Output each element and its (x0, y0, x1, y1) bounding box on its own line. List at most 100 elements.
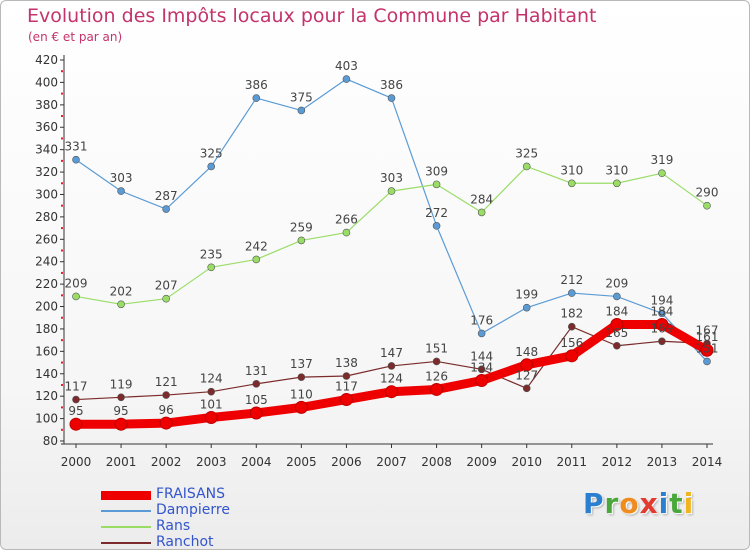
data-point (387, 94, 396, 102)
data-point (703, 201, 711, 210)
logo-letter: r (604, 487, 620, 520)
data-point (339, 393, 353, 407)
x-tick-label: 2004 (241, 455, 272, 469)
data-point (432, 180, 441, 189)
data-label: 290 (696, 186, 719, 200)
legend-item: FRAISANS (101, 486, 401, 503)
data-label: 386 (380, 78, 403, 92)
data-label: 110 (290, 387, 313, 401)
x-tick-label: 2002 (151, 455, 182, 469)
x-tick-label: 2009 (466, 455, 497, 469)
data-label: 124 (200, 372, 223, 386)
y-minor-tick (61, 294, 63, 297)
series-fraisans (69, 317, 714, 431)
legend-swatch (101, 526, 151, 528)
data-point (387, 187, 396, 195)
legend-item: Ranchot (101, 534, 401, 550)
data-point (610, 317, 624, 331)
data-point (117, 300, 125, 309)
data-point (294, 400, 308, 414)
data-label: 375 (290, 90, 313, 104)
data-point (69, 417, 83, 431)
data-point (162, 391, 170, 399)
data-label: 202 (110, 284, 133, 298)
x-tick-label: 2003 (196, 455, 227, 469)
data-label: 259 (290, 220, 313, 234)
data-label: 325 (200, 146, 223, 160)
legend-label: Ranchot (156, 534, 214, 550)
data-label: 184 (605, 304, 628, 318)
logo-letter: P (583, 487, 605, 520)
data-label: 309 (425, 164, 448, 178)
data-point (522, 303, 531, 312)
data-label: 212 (560, 273, 583, 287)
y-tick-label: 380 (35, 98, 58, 112)
data-point (522, 384, 531, 393)
data-point (658, 337, 666, 346)
y-tick-label: 320 (35, 165, 58, 179)
data-point (162, 205, 170, 213)
y-tick-label: 80 (43, 434, 58, 448)
data-label: 144 (470, 349, 493, 363)
data-point (207, 162, 216, 171)
data-label: 242 (245, 239, 268, 253)
data-label: 310 (560, 163, 583, 177)
x-tick-label: 2014 (692, 455, 723, 469)
data-label: 209 (65, 276, 88, 290)
data-label: 95 (113, 404, 128, 418)
data-point (432, 357, 441, 366)
data-point (249, 406, 263, 420)
legend-swatch (101, 510, 151, 512)
x-tick-label: 2005 (286, 455, 317, 469)
y-minor-tick (61, 249, 63, 252)
data-point (565, 349, 579, 363)
data-label: 182 (560, 307, 583, 321)
data-point (207, 387, 216, 396)
data-point (162, 294, 170, 303)
y-minor-tick (61, 137, 63, 140)
y-minor-tick (61, 339, 63, 342)
data-label: 101 (200, 397, 223, 411)
data-point (342, 228, 351, 237)
legend-item: Rans (101, 518, 401, 535)
x-tick-label: 2007 (376, 455, 407, 469)
logo-letter: i (658, 487, 670, 520)
y-minor-tick (61, 383, 63, 386)
y-minor-tick (61, 271, 63, 274)
data-point (297, 373, 306, 381)
legend-swatch (101, 542, 151, 544)
data-point (520, 358, 534, 372)
series-dampierre (72, 75, 711, 366)
y-minor-tick (61, 115, 63, 118)
data-point (72, 292, 80, 301)
data-label: 176 (470, 313, 493, 327)
data-label: 403 (335, 59, 358, 73)
data-label: 266 (335, 213, 358, 227)
data-label: 161 (696, 330, 719, 344)
logo-letter: i (683, 487, 695, 520)
x-tick-label: 2000 (61, 455, 92, 469)
data-point (567, 179, 576, 188)
y-tick-label: 240 (35, 255, 58, 269)
data-label: 325 (515, 146, 538, 160)
logo-letter: x (639, 487, 659, 520)
y-minor-tick (61, 204, 63, 207)
legend-item: Dampierre (101, 502, 401, 519)
x-tick-label: 2008 (421, 455, 452, 469)
data-label: 147 (380, 346, 403, 360)
y-tick-label: 420 (35, 53, 58, 67)
data-point (159, 416, 173, 430)
data-point (522, 162, 531, 171)
series-ranchot (72, 322, 711, 404)
data-point (613, 179, 621, 188)
data-label: 117 (65, 380, 88, 394)
data-point (658, 169, 666, 177)
data-label: 151 (425, 341, 448, 355)
data-label: 156 (560, 336, 583, 350)
data-point (477, 365, 486, 374)
data-point (252, 380, 261, 388)
data-label: 137 (290, 357, 313, 371)
data-label: 151 (696, 341, 719, 355)
data-label: 386 (245, 78, 268, 92)
data-label: 134 (470, 360, 493, 374)
